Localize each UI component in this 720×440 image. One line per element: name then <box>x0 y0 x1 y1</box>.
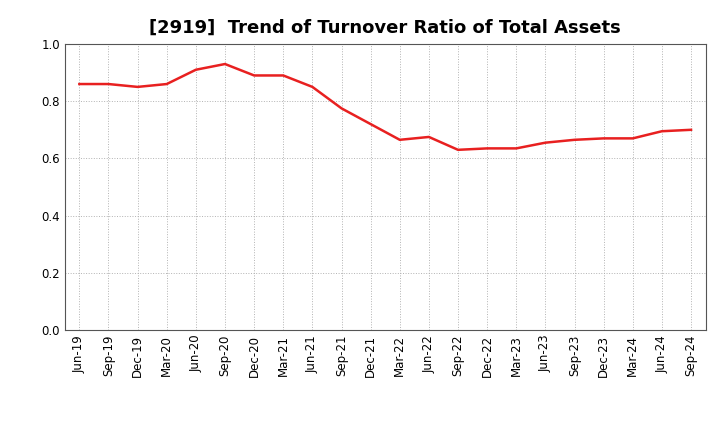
Title: [2919]  Trend of Turnover Ratio of Total Assets: [2919] Trend of Turnover Ratio of Total … <box>149 19 621 37</box>
